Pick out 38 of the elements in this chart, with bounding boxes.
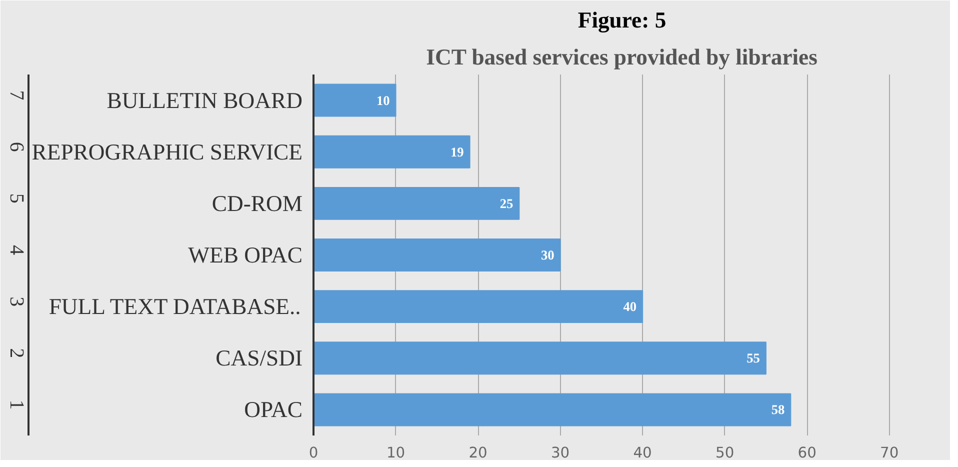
y-tick-label: OPAC bbox=[244, 397, 303, 422]
bar bbox=[314, 186, 520, 220]
text: 6 bbox=[6, 142, 28, 152]
text: 5 bbox=[6, 193, 28, 204]
text: 2 bbox=[6, 348, 28, 358]
data-label: 58 bbox=[771, 402, 785, 418]
data-label: 19 bbox=[450, 144, 464, 160]
y-tick-label: BULLETIN BOARD bbox=[106, 88, 303, 113]
bar bbox=[314, 238, 561, 272]
bar bbox=[314, 393, 792, 426]
x-tick-label: 10 bbox=[386, 444, 406, 462]
text: 7 bbox=[6, 90, 28, 100]
x-tick-label: 50 bbox=[716, 444, 734, 462]
data-label: 10 bbox=[376, 92, 390, 108]
x-tick-label: 40 bbox=[633, 444, 652, 462]
y-tick-label: CAS/SDI bbox=[216, 346, 302, 371]
chart-title: Figure: 5 bbox=[578, 8, 666, 32]
data-label: 25 bbox=[500, 196, 514, 211]
data-label: 30 bbox=[540, 248, 555, 262]
y-tick-label: CD-ROM bbox=[212, 190, 303, 216]
y-tick-label: WEB OPAC bbox=[188, 242, 303, 268]
chart-subtitle: ICT based services provided by libraries bbox=[426, 44, 818, 70]
data-label: 55 bbox=[746, 350, 760, 366]
text: 4 bbox=[6, 245, 28, 255]
y-tick-label: FULL TEXT DATABASE.. bbox=[48, 294, 301, 320]
text: 1 bbox=[6, 400, 28, 410]
x-tick-label: 60 bbox=[798, 444, 816, 462]
bar bbox=[314, 342, 766, 375]
x-tick-label: 30 bbox=[550, 444, 570, 462]
text: 3 bbox=[6, 296, 28, 307]
bar bbox=[314, 135, 470, 168]
y-tick-label: REPROGRAPHIC SERVICE bbox=[32, 139, 303, 164]
data-label: 40 bbox=[623, 299, 637, 314]
bar bbox=[314, 84, 396, 117]
x-tick-label: 20 bbox=[468, 444, 488, 462]
x-tick-label: 0 bbox=[308, 444, 318, 462]
bar bbox=[314, 290, 644, 324]
x-tick-label: 70 bbox=[880, 444, 899, 462]
